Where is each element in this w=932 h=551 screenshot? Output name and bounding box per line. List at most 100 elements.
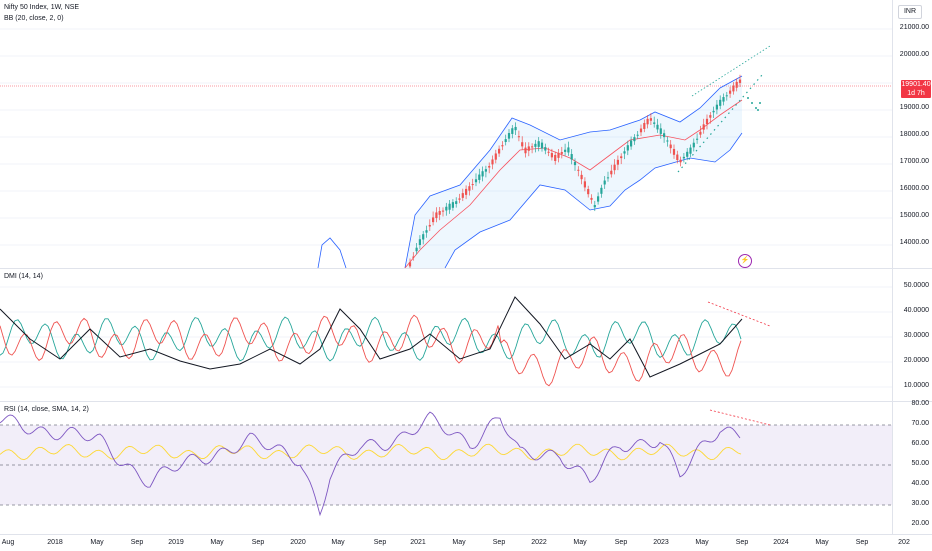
candle-body [573,161,577,166]
adx-line [0,296,743,378]
candle-body [544,147,547,151]
price-chart[interactable] [0,0,892,268]
currency-badge[interactable]: INR [898,5,922,19]
time-label: May [695,539,709,546]
candle-body [702,124,705,130]
time-label: Sep [735,539,749,546]
rsi-axis[interactable]: 80.00 70.00 60.00 50.00 40.00 30.00 20.0… [892,400,932,534]
dmi-axis[interactable]: 50.0000 40.0000 30.0000 20.0000 10.0000 [892,269,932,401]
dmi-pane[interactable]: DMI (14, 14) [0,269,892,401]
candle-body [610,170,613,175]
candle-body [643,122,646,129]
price-tick: 20000.00 [899,51,929,58]
candle-body [504,139,507,143]
candle-body [564,149,567,152]
rsi-tick: 20.00 [911,520,929,527]
candle-body [517,136,520,138]
candle-body [682,156,685,159]
rsi-tick: 70.00 [911,420,929,427]
candle-body [498,148,501,154]
rsi-divergence-line [709,409,771,426]
dmi-tick: 10.0000 [903,382,929,389]
bb-lower-line [444,132,743,268]
rsi-chart[interactable] [0,402,892,534]
time-label: Aug [1,539,15,546]
candle-body [521,142,524,147]
time-label: May [815,539,829,546]
candle-body [603,180,606,185]
candle-body [415,247,418,252]
candle-body [445,206,448,211]
time-axis[interactable]: Aug 2018 May Sep 2019 May Sep 2020 May S… [0,534,932,551]
dmi-tick: 50.0000 [903,282,929,289]
candle-body [679,159,682,163]
price-pane[interactable]: Nifty 50 Index, 1W, NSE BB (20, close, 2… [0,0,892,268]
candle-body [491,159,494,165]
candle-body [438,210,441,215]
candle-body [597,196,600,202]
candle-body [461,193,464,198]
rsi-tick: 80.00 [911,400,929,407]
candle-body [478,174,481,180]
candle-body [422,234,425,240]
candle-body [620,156,623,159]
symbol-title[interactable]: Nifty 50 Index, 1W, NSE [4,4,80,11]
bb-upper-line [404,75,743,268]
candle-body [418,239,421,245]
candle-body [626,145,629,151]
candle-body [560,152,563,154]
pane-separator[interactable] [0,268,932,269]
candle-body [616,159,619,165]
trend-line-upper [691,45,771,97]
time-label: 2018 [47,539,63,546]
event-marker-icon[interactable]: ⚡ [738,254,752,268]
price-axis[interactable]: INR 21000.00 20000.00 19000.00 18000.00 … [892,0,932,268]
price-tick: 19000.00 [899,104,929,111]
candle-body [722,97,725,102]
candle-body [537,141,540,147]
candle-body [432,217,435,223]
dmi-legend[interactable]: DMI (14, 14) [4,273,43,280]
candle-body [527,146,530,151]
candle-body [663,133,666,138]
candle-body [448,203,451,210]
candle-body [639,128,643,133]
rsi-tick: 60.00 [911,440,929,447]
candle-body [696,138,699,140]
candle-body [577,169,580,171]
bb-legend[interactable]: BB (20, close, 2, 0) [4,15,64,22]
dmi-chart[interactable] [0,269,892,401]
projection-dot [757,109,759,111]
rsi-pane[interactable]: RSI (14, close, SMA, 14, 2) [0,402,892,534]
candle-body [501,145,504,147]
candle-body [570,154,573,160]
projection-dot [747,97,749,99]
candle-body [484,169,487,172]
rsi-legend[interactable]: RSI (14, close, SMA, 14, 2) [4,406,89,413]
candle-body [511,128,514,134]
projection-dot [755,107,757,109]
time-label: Sep [373,539,387,546]
candle-body [692,142,695,148]
candle-body [735,81,738,88]
price-tick: 18000.00 [899,131,929,138]
candle-body [613,164,616,171]
candle-body [451,202,454,208]
candle-body [428,224,431,227]
candle-body [494,153,497,160]
rsi-tick: 30.00 [911,500,929,507]
pane-separator[interactable] [0,401,932,402]
rsi-ma-line [0,443,742,461]
candle-body [633,137,636,142]
candle-body [606,177,610,179]
rsi-line [0,411,741,517]
price-tick: 21000.00 [899,24,929,31]
candle-body [488,166,491,168]
candle-body [474,179,478,183]
candle-body [593,205,596,208]
time-label: May [573,539,587,546]
candle-body [686,151,689,157]
time-label: 202 [898,539,910,546]
candle-body [649,118,652,121]
projection-dot [759,102,761,104]
